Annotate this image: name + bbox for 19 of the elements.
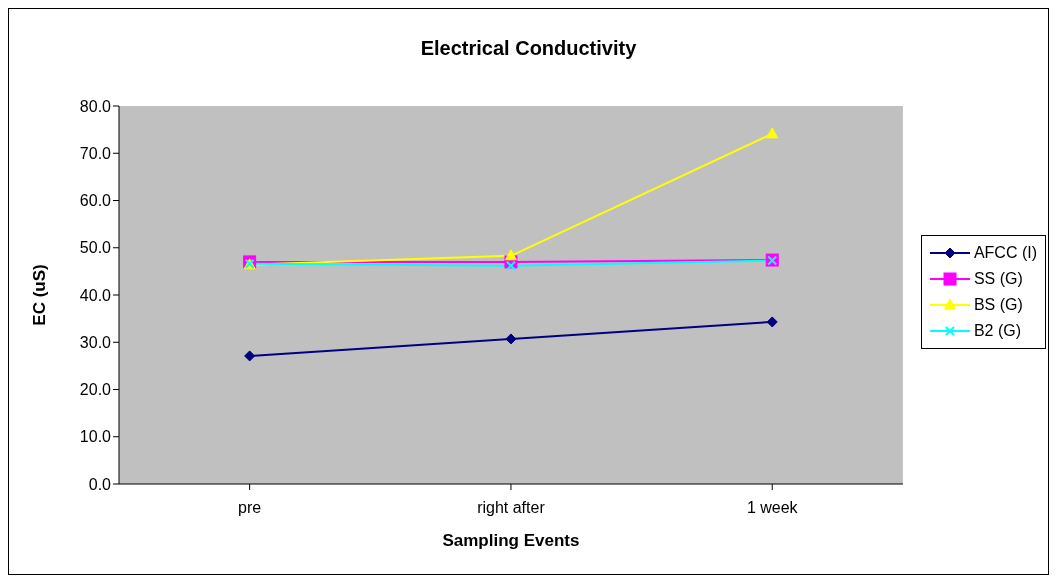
y-axis-title: EC (uS) bbox=[30, 264, 50, 326]
y-tick-label: 70.0 bbox=[79, 144, 112, 162]
x-axis-title: Sampling Events bbox=[442, 531, 580, 550]
x-tick-label: pre bbox=[238, 499, 262, 517]
chart-title: Electrical Conductivity bbox=[419, 37, 638, 60]
legend-label: B2 (G) bbox=[973, 321, 1022, 340]
x-tick-label: right after bbox=[477, 499, 546, 517]
y-tick-label: 80.0 bbox=[79, 97, 112, 115]
legend-label: SS (G) bbox=[973, 269, 1023, 288]
x-tick-label: 1 week bbox=[746, 499, 799, 517]
y-tick-label: 50.0 bbox=[79, 239, 112, 257]
y-tick-label: 10.0 bbox=[79, 428, 112, 446]
y-tick-label: 20.0 bbox=[79, 381, 112, 399]
y-tick-label: 0.0 bbox=[88, 475, 112, 493]
legend-label: AFCC (I) bbox=[973, 243, 1037, 262]
y-tick-label: 40.0 bbox=[79, 286, 112, 304]
y-tick-label: 60.0 bbox=[79, 192, 112, 210]
y-tick-label: 30.0 bbox=[79, 333, 112, 351]
legend-label: BS (G) bbox=[973, 295, 1023, 314]
